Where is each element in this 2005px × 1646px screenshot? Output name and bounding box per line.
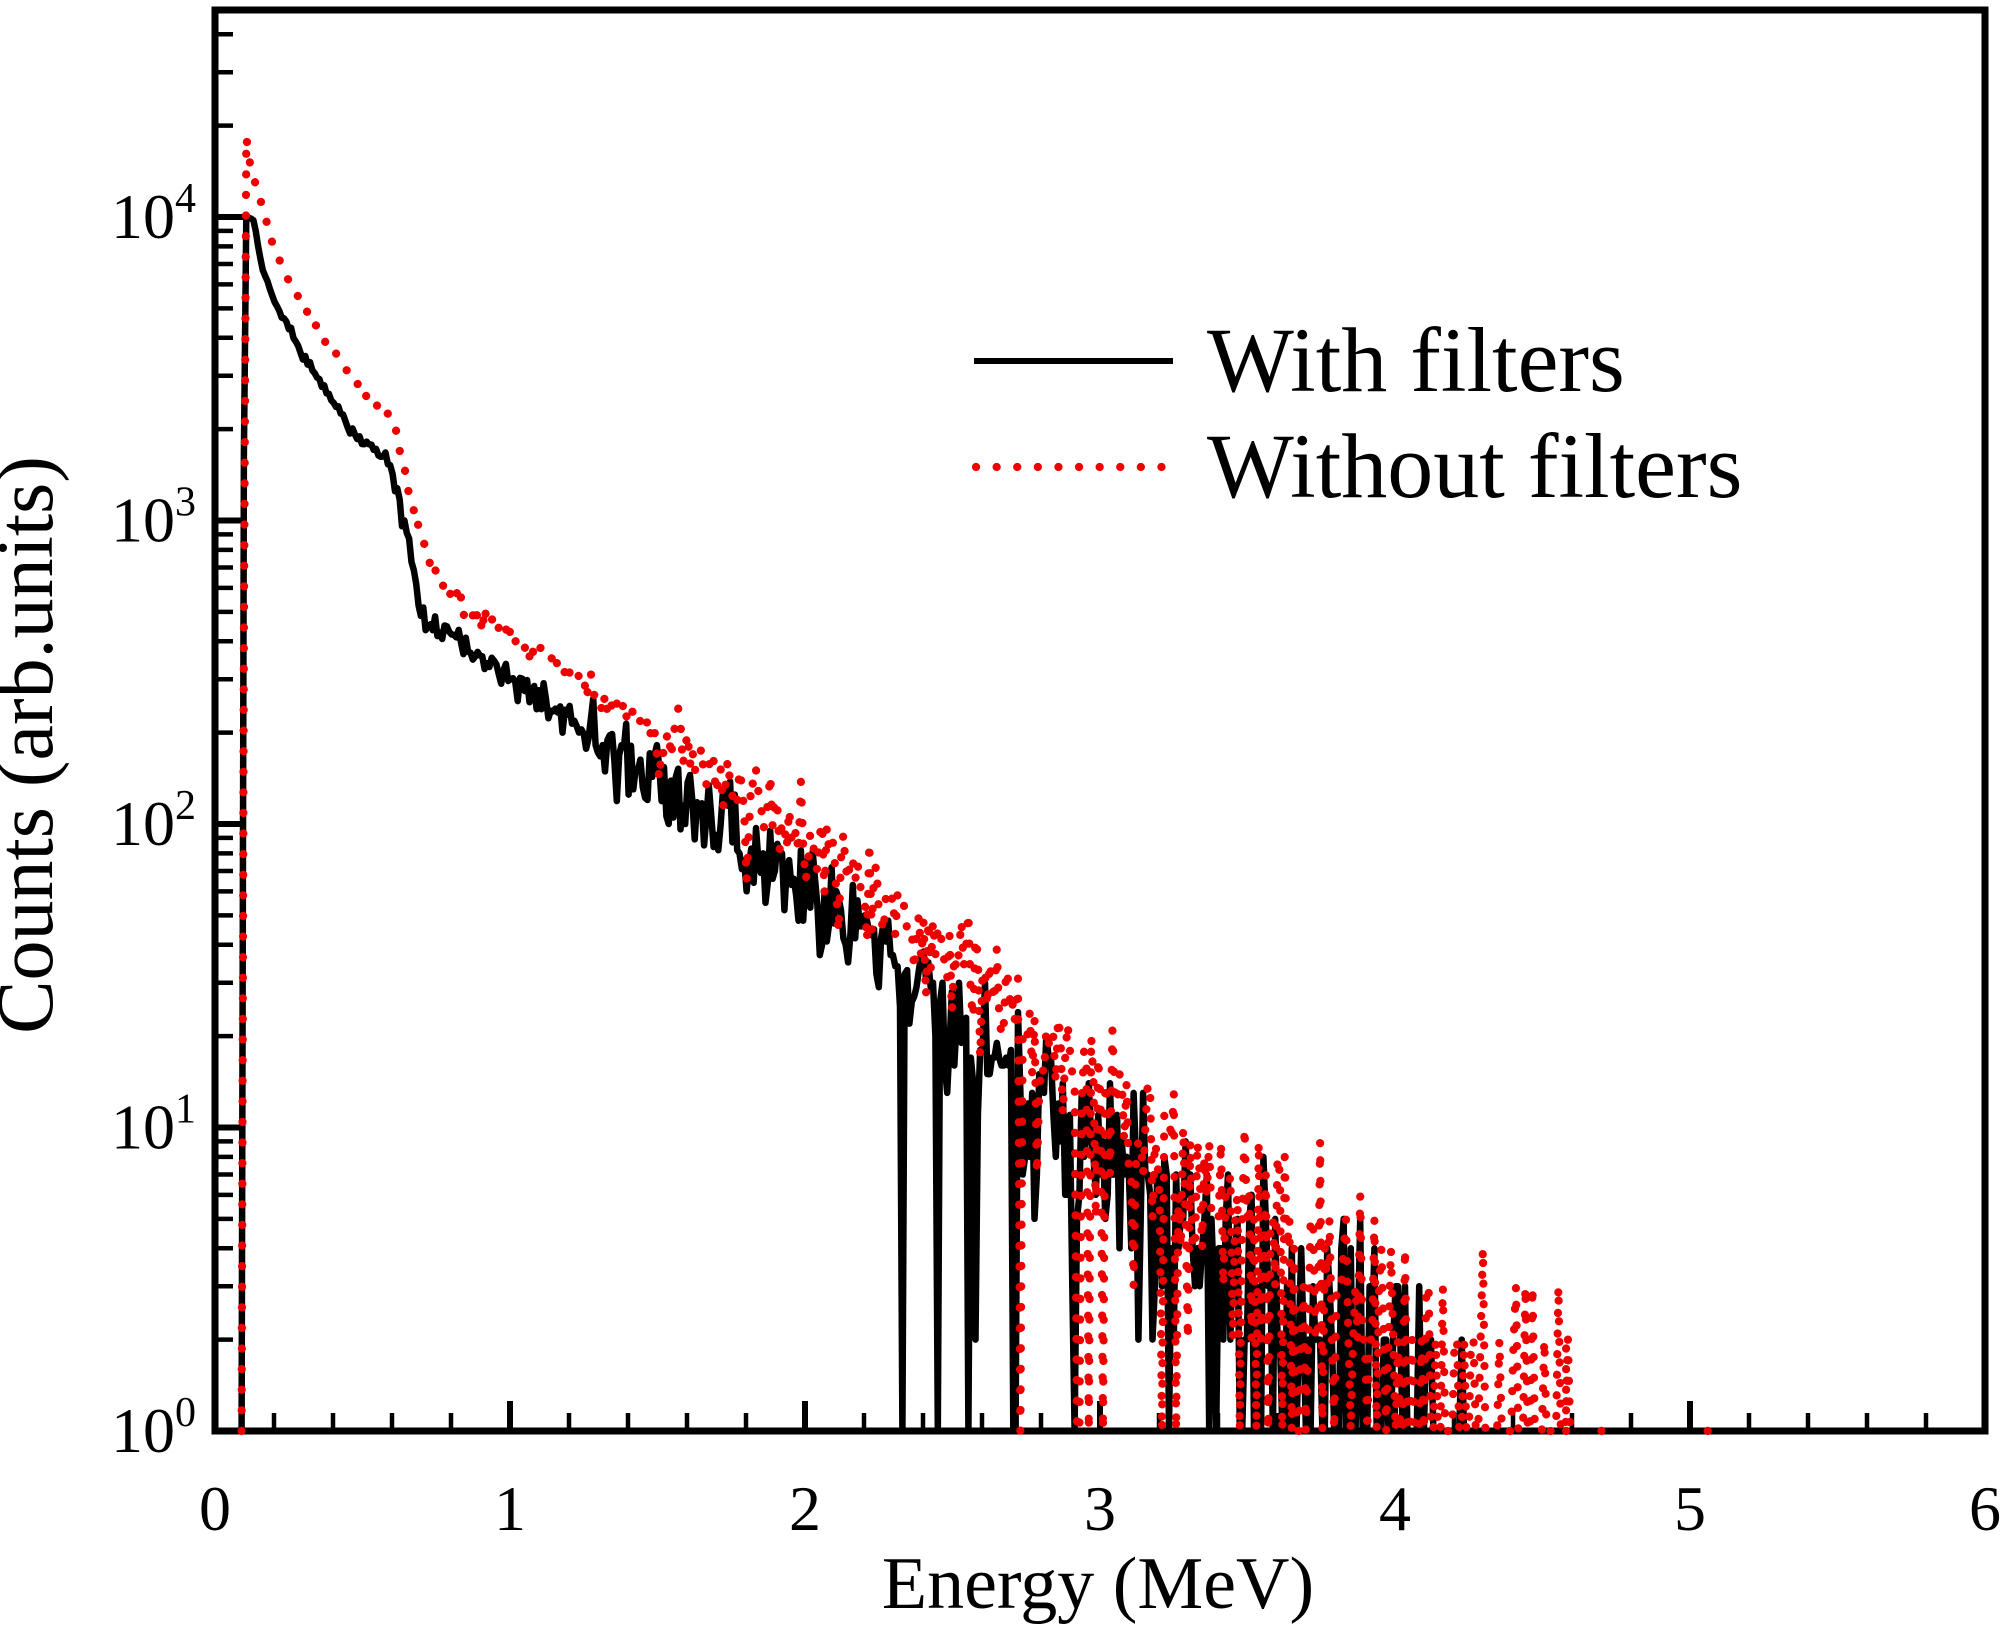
data-series xyxy=(237,133,1712,1436)
legend: With filters Without filters xyxy=(971,309,1742,517)
x-tick-label: 4 xyxy=(1379,1473,1411,1544)
legend-label-without-filters: Without filters xyxy=(1207,415,1742,517)
x-tick-label: 0 xyxy=(199,1473,231,1544)
legend-label-with-filters: With filters xyxy=(1207,309,1625,411)
x-axis-title: Energy (MeV) xyxy=(882,1543,1314,1625)
y-tick-labels: 100 101 102 103 104 xyxy=(111,176,196,1466)
y-tick-label: 101 xyxy=(111,1087,196,1163)
plot-area-border xyxy=(211,6,1989,1435)
y-tick-label: 102 xyxy=(111,783,196,859)
y-tick-label: 100 xyxy=(111,1390,196,1466)
x-tick-label: 5 xyxy=(1674,1473,1706,1544)
axis-ticks xyxy=(212,32,1988,1434)
y-tick-label: 103 xyxy=(111,480,196,556)
x-tick-label: 3 xyxy=(1084,1473,1116,1544)
x-tick-label: 1 xyxy=(494,1473,526,1544)
y-axis-title: Counts (arb.units) xyxy=(0,456,70,1034)
x-tick-label: 6 xyxy=(1969,1473,2001,1544)
x-tick-label: 2 xyxy=(789,1473,821,1544)
x-tick-labels: 0 1 2 3 4 5 6 xyxy=(199,1473,2001,1544)
y-tick-label: 104 xyxy=(111,176,196,252)
